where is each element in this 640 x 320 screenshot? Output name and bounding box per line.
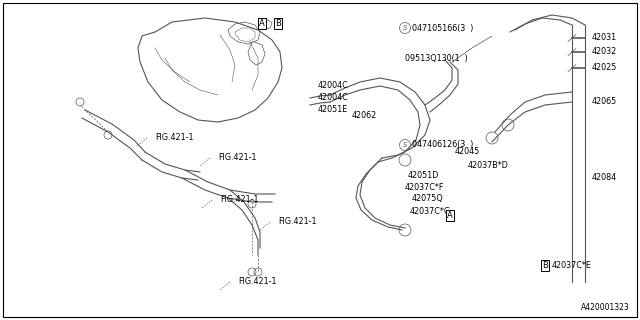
Text: 42037C*G: 42037C*G <box>410 206 451 215</box>
Text: 42004C: 42004C <box>318 81 349 90</box>
Text: 42084: 42084 <box>592 173 617 182</box>
Text: 42037C*F: 42037C*F <box>405 182 444 191</box>
Text: 047105166(3  ): 047105166(3 ) <box>412 23 474 33</box>
Text: 42032: 42032 <box>592 47 617 57</box>
Text: 09513Q130(1  ): 09513Q130(1 ) <box>405 53 468 62</box>
Text: A420001323: A420001323 <box>581 303 630 312</box>
Text: 42065: 42065 <box>592 98 617 107</box>
Text: 42025: 42025 <box>592 63 618 73</box>
Text: FIG.421-1: FIG.421-1 <box>155 133 193 142</box>
Text: B: B <box>542 260 548 269</box>
Text: FIG.421-1: FIG.421-1 <box>238 277 276 286</box>
Text: 42037B*D: 42037B*D <box>468 161 509 170</box>
Text: 42031: 42031 <box>592 34 617 43</box>
Text: 047406126(3  ): 047406126(3 ) <box>412 140 474 149</box>
Text: 42045: 42045 <box>455 148 480 156</box>
Text: 42004C: 42004C <box>318 93 349 102</box>
Text: 42051E: 42051E <box>318 106 348 115</box>
Text: FIG.421-1: FIG.421-1 <box>220 196 259 204</box>
Text: 42062: 42062 <box>352 110 377 119</box>
Text: A: A <box>259 19 265 28</box>
Text: B: B <box>275 19 281 28</box>
Text: 42051D: 42051D <box>408 171 440 180</box>
Text: FIG.421-1: FIG.421-1 <box>278 218 317 227</box>
Text: 42037C*E: 42037C*E <box>552 260 592 269</box>
Text: 42075Q: 42075Q <box>412 195 444 204</box>
Text: S: S <box>403 25 407 31</box>
Text: S: S <box>403 142 407 148</box>
Text: FIG.421-1: FIG.421-1 <box>218 154 257 163</box>
Text: A: A <box>447 211 453 220</box>
